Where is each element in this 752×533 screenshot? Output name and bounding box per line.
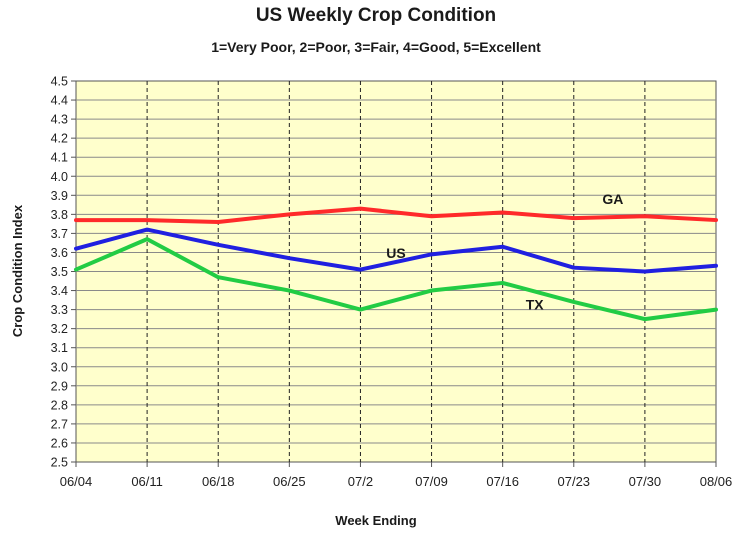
series-line-us xyxy=(74,227,718,274)
y-tick-label: 4.4 xyxy=(51,94,68,108)
x-axis-ticks: 06/04 06/11 06/18 06/25 07/2 07/09 07/16 07/23 0… xyxy=(60,462,733,489)
series-lines xyxy=(74,206,718,322)
y-tick-label: 3.6 xyxy=(51,246,68,260)
y-tick-label: 3.5 xyxy=(51,265,68,279)
y-tick-label: 4.1 xyxy=(51,151,68,165)
x-tick-label: 07/2 xyxy=(348,474,373,489)
horizontal-gridlines xyxy=(76,99,716,444)
series-label-ga: GA xyxy=(602,191,623,207)
y-tick-label: 4.0 xyxy=(51,170,68,184)
y-axis-ticks: 2.5 2.6 2.7 2.8 2.9 3.0 3.1 3.2 3.3 3.4 3.5 3.6 3.7 3… xyxy=(51,75,76,470)
y-tick-label: 2.8 xyxy=(51,398,68,412)
x-tick-label: 07/16 xyxy=(486,474,519,489)
series-line-tx xyxy=(74,237,718,322)
y-tick-label: 4.3 xyxy=(51,113,68,127)
x-tick-label: 06/04 xyxy=(60,474,93,489)
series-label-tx: TX xyxy=(526,297,545,313)
x-tick-label: 06/25 xyxy=(273,474,306,489)
vertical-gridlines xyxy=(146,81,646,462)
chart-title: US Weekly Crop Condition xyxy=(256,5,496,26)
y-tick-label: 3.7 xyxy=(51,227,68,241)
y-tick-label: 2.9 xyxy=(51,379,68,393)
y-tick-label: 3.8 xyxy=(51,208,68,222)
y-tick-label: 2.6 xyxy=(51,436,68,450)
y-tick-label: 4.2 xyxy=(51,132,68,146)
series-labels: GA US TX xyxy=(386,191,623,312)
y-tick-label: 3.4 xyxy=(51,284,68,298)
y-tick-label: 2.7 xyxy=(51,417,68,431)
x-tick-label: 07/30 xyxy=(629,474,662,489)
series-label-us: US xyxy=(386,245,405,261)
y-tick-label: 3.9 xyxy=(51,189,68,203)
y-tick-label: 3.2 xyxy=(51,322,68,336)
y-tick-label: 3.3 xyxy=(51,303,68,317)
x-tick-label: 07/09 xyxy=(415,474,448,489)
y-axis-label: Crop Condition Index xyxy=(10,204,25,337)
x-tick-label: 06/11 xyxy=(131,474,163,489)
y-tick-label: 3.0 xyxy=(51,360,68,374)
x-tick-label: 06/18 xyxy=(202,474,235,489)
y-tick-label: 4.5 xyxy=(51,75,68,89)
y-tick-label: 2.5 xyxy=(51,456,68,470)
y-tick-label: 3.1 xyxy=(51,341,68,355)
x-tick-label: 07/23 xyxy=(558,474,591,489)
x-axis-label: Week Ending xyxy=(335,513,416,528)
series-line-ga xyxy=(74,206,718,224)
chart-subtitle: 1=Very Poor, 2=Poor, 3=Fair, 4=Good, 5=E… xyxy=(211,39,541,55)
x-tick-label: 08/06 xyxy=(700,474,733,489)
